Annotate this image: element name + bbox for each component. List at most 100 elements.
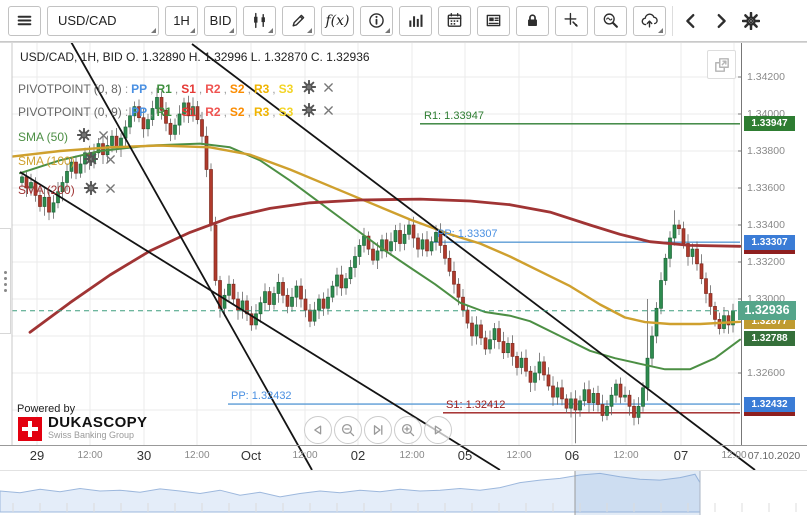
settings-button[interactable] [739,5,763,36]
pivot-series-r3: R3 [253,104,270,119]
price-tick-label: 1.33200 [747,256,785,268]
axis-badge-1.32432: 1.32432 [744,396,795,412]
scroll-right-button[interactable] [424,416,452,444]
swiss-flag-icon [18,417,42,441]
time-tick-label: 07 [673,448,689,463]
indicator-remove-icon[interactable] [97,129,110,145]
time-tick-label: 12:00 [292,450,318,461]
time-tick-label: 12:00 [613,450,639,461]
back-button[interactable] [679,5,703,36]
zoom-in-button[interactable] [394,416,422,444]
pivot-series-s2: S2 [229,104,245,119]
indicator-remove-icon[interactable] [104,182,117,198]
forward-button[interactable] [709,5,733,36]
axis-badge-1.32936: 1.32936 [738,301,796,321]
time-tick-label: 12:00 [184,450,210,461]
pivot-series-r1: R1 [156,81,172,96]
lock-button[interactable] [516,5,549,36]
time-tick-label: 29 [29,448,45,463]
price-tick-label: 1.32600 [747,367,785,379]
info-icon [369,13,384,28]
gear-icon [742,11,760,30]
time-tick-label: 06 [564,448,580,463]
news-button[interactable] [477,5,510,36]
indicator-remove-icon[interactable] [104,153,117,169]
volume-toggle-button[interactable] [399,5,432,36]
brand-subtitle: Swiss Banking Group [48,430,135,440]
indicator-settings-icon[interactable] [83,180,98,198]
pivot-series-r3: R3 [253,81,270,96]
indicator-label: SMA (100) [18,153,75,168]
level-label-r1: R1: 1.33947 [424,109,484,122]
brand-name: DUKASCOPY [48,414,148,431]
drawings-button[interactable] [282,5,315,36]
cloud-upload-icon [641,13,658,28]
sma200-line [28,197,741,334]
pivot-series-s1: S1 [181,81,196,96]
jump-latest-button[interactable] [364,416,392,444]
level-label-pp2: PP: 1.32432 [231,390,292,403]
navigator-preview[interactable] [0,471,797,515]
axis-badge-1.33307: 1.33307 [744,234,795,250]
indicator-remove-icon[interactable] [322,104,335,120]
detach-chart-button[interactable] [707,50,736,79]
dukascopy-logo[interactable]: DUKASCOPY Swiss Banking Group [18,414,148,441]
chart-grid [12,43,740,445]
trendline[interactable] [191,43,756,471]
bars-icon [409,14,423,27]
panel-drag-handle[interactable] [0,228,11,334]
pivot-series-pp: PP [131,104,148,119]
chart-header: USD/CAD, 1H, BID O. 1.32890 H. 1.32996 L… [20,50,370,64]
pivot-series-s1: S1 [181,104,196,119]
pivot-series-s2: S2 [229,81,245,96]
indicator-settings-icon[interactable] [302,102,317,120]
price-tick-label: 1.33400 [747,219,785,231]
crosshair-icon [564,12,578,27]
price-side-select[interactable]: BID [204,5,237,36]
navigator-window[interactable] [575,470,700,515]
time-tick-label: 30 [136,448,152,463]
news-icon [486,14,501,27]
pivot-series-r2: R2 [205,81,221,96]
save-cloud-button[interactable] [633,5,666,36]
pivot-series-pp: PP [131,81,148,96]
calendar-icon [447,13,462,27]
scroll-left-button[interactable] [304,416,332,444]
time-tick-label: 12:00 [506,450,532,461]
indicator-row: SMA (200) [18,180,117,198]
magnifier-wave-icon [603,13,618,28]
sma50-line [19,142,741,371]
info-button[interactable] [360,5,393,36]
instrument-select[interactable]: USD/CAD [47,5,159,36]
axis-badge-1.33947: 1.33947 [744,116,795,132]
indicator-settings-icon[interactable] [302,79,317,97]
indicator-label: SMA (50) [18,129,69,144]
time-tick-label: Oct [240,448,262,463]
time-tick-label: 07.10.2020 [747,450,801,462]
chart-type-select[interactable] [243,5,276,36]
axis-badge-1.32788: 1.32788 [744,330,795,346]
price-tick-label: 1.34200 [747,71,785,83]
menu-button[interactable] [8,5,41,36]
indicator-remove-icon[interactable] [322,81,335,97]
time-tick-label: 12:00 [399,450,425,461]
sma100-line [12,144,741,326]
crosshair-button[interactable] [555,5,588,36]
chart-zoom-button[interactable] [594,5,627,36]
zoom-out-button[interactable] [334,416,362,444]
price-tick-label: 1.33600 [747,182,785,194]
level-label-pp: PP: 1.33307 [437,228,498,241]
indicators-button[interactable]: f(x) [321,5,354,36]
indicator-settings-icon[interactable] [83,151,98,169]
indicator-label: PIVOTPOINT (0, 9) [18,104,122,119]
time-tick-label: 12:00 [77,450,103,461]
candles-icon [254,12,265,29]
time-tick-label: 02 [350,448,366,463]
pivot-series-r2: R2 [205,104,221,119]
calendar-button[interactable] [438,5,471,36]
trendline[interactable] [19,171,501,471]
indicator-settings-icon[interactable] [76,127,92,145]
timeframe-select[interactable]: 1H [165,5,198,36]
trendline[interactable] [69,39,313,471]
